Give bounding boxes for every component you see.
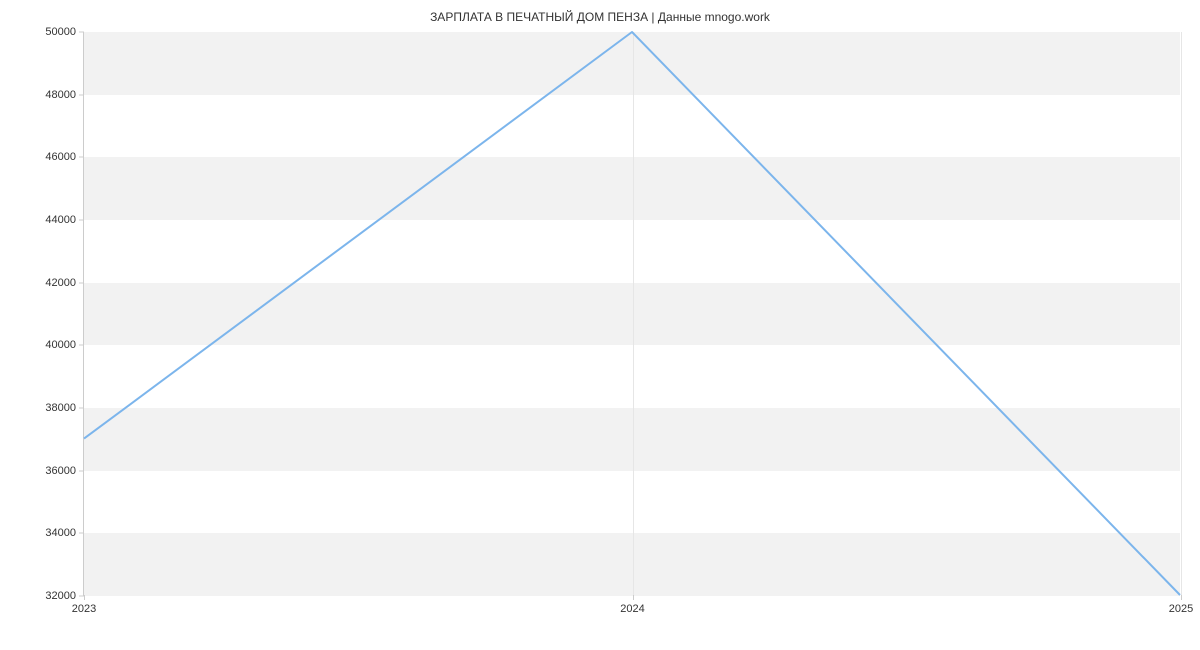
x-tick-label: 2023 xyxy=(72,603,96,615)
y-tick-label: 36000 xyxy=(45,465,76,477)
y-tick-label: 42000 xyxy=(45,277,76,289)
y-tick-mark xyxy=(79,408,84,409)
y-tick-mark xyxy=(79,220,84,221)
y-tick-mark xyxy=(79,157,84,158)
line-layer xyxy=(84,32,1180,595)
x-tick-label: 2024 xyxy=(620,603,644,615)
x-tick-mark xyxy=(84,595,85,600)
y-tick-label: 40000 xyxy=(45,339,76,351)
y-tick-label: 38000 xyxy=(45,402,76,414)
y-tick-mark xyxy=(79,470,84,471)
y-tick-label: 48000 xyxy=(45,89,76,101)
x-tick-label: 2025 xyxy=(1169,603,1193,615)
y-tick-label: 50000 xyxy=(45,26,76,38)
chart-title: ЗАРПЛАТА В ПЕЧАТНЫЙ ДОМ ПЕНЗА | Данные m… xyxy=(0,10,1200,24)
y-tick-label: 34000 xyxy=(45,527,76,539)
y-tick-mark xyxy=(79,533,84,534)
y-tick-mark xyxy=(79,282,84,283)
x-gridline xyxy=(1181,32,1182,595)
y-tick-label: 46000 xyxy=(45,151,76,163)
x-tick-mark xyxy=(1181,595,1182,600)
y-tick-label: 32000 xyxy=(45,590,76,602)
series-line xyxy=(84,32,1180,595)
y-tick-mark xyxy=(79,94,84,95)
y-tick-label: 44000 xyxy=(45,214,76,226)
y-tick-mark xyxy=(79,345,84,346)
x-tick-mark xyxy=(633,595,634,600)
y-tick-mark xyxy=(79,32,84,33)
plot-area: 3200034000360003800040000420004400046000… xyxy=(83,32,1180,596)
